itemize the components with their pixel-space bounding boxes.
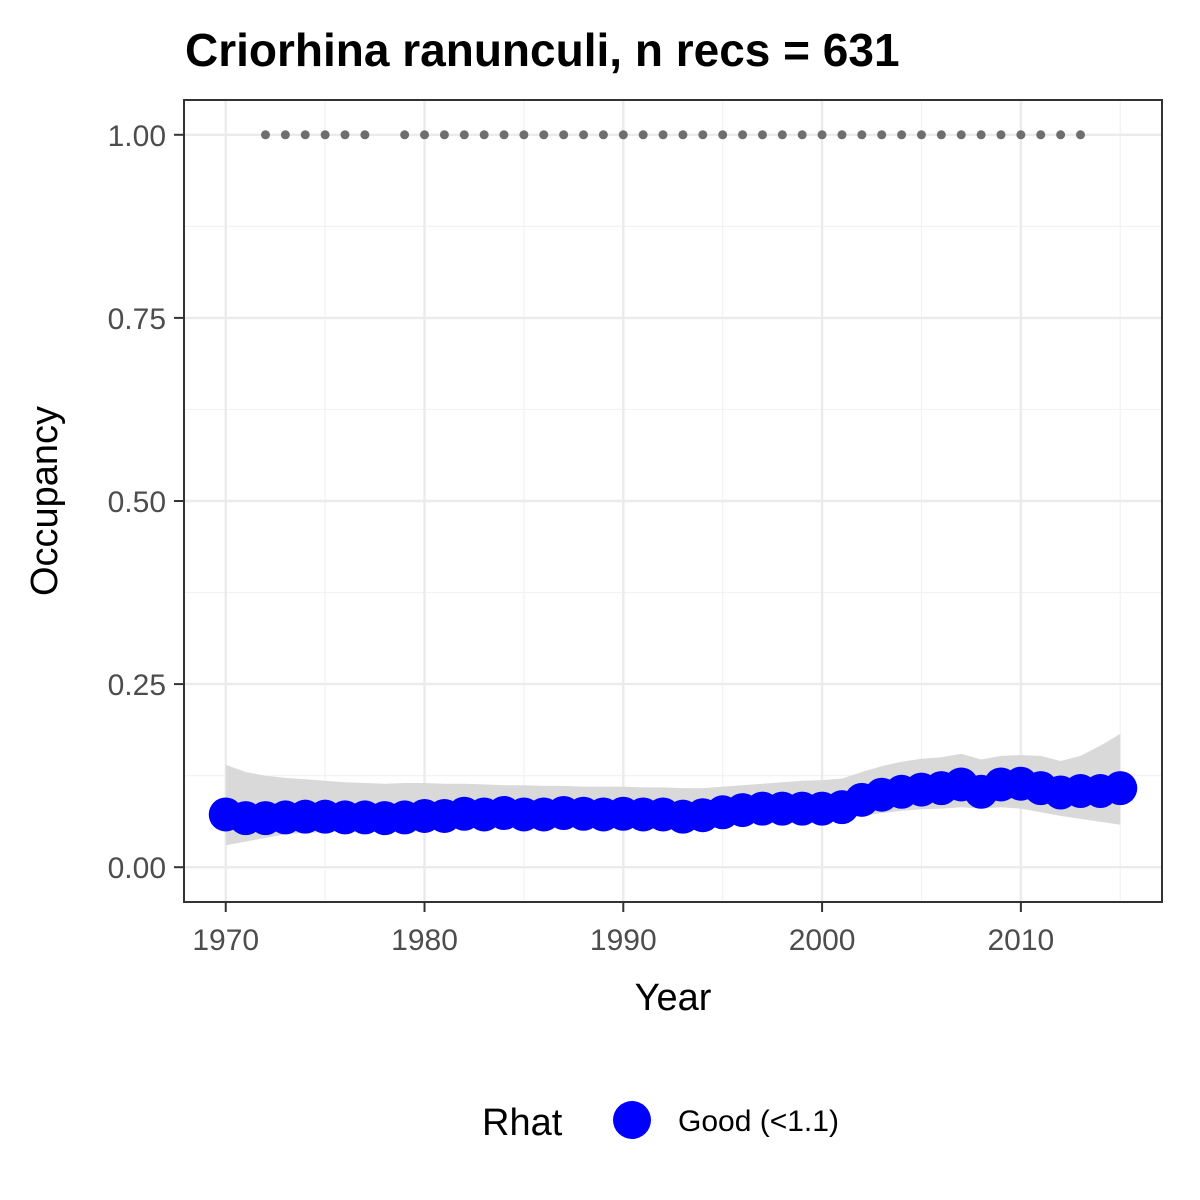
y-axis: 0.00 0.25 0.50 0.75 1.00	[108, 120, 184, 885]
record-point	[300, 130, 310, 140]
y-tick-label: 0.75	[108, 303, 166, 336]
record-point	[360, 130, 370, 140]
x-axis-title: Year	[635, 977, 712, 1019]
record-point	[598, 130, 608, 140]
record-point	[698, 130, 708, 140]
y-tick-label: 0.50	[108, 486, 166, 519]
record-point	[936, 130, 946, 140]
legend-title: Rhat	[482, 1102, 563, 1144]
record-point	[420, 130, 430, 140]
record-point	[916, 130, 926, 140]
y-tick-label: 1.00	[108, 120, 166, 153]
x-axis: 1970 1980 1990 2000 2010	[192, 902, 1054, 957]
record-point	[1076, 130, 1085, 140]
y-tick-label: 0.00	[108, 852, 166, 885]
x-tick-label: 1970	[192, 924, 259, 957]
chart-title: Criorhina ranunculi, n recs = 631	[185, 24, 900, 76]
record-point	[718, 130, 728, 140]
record-point	[976, 130, 986, 140]
record-point	[1016, 130, 1026, 140]
record-point	[817, 130, 827, 140]
record-point	[439, 130, 449, 140]
y-axis-title: Occupancy	[24, 406, 66, 596]
y-tick-label: 0.25	[108, 669, 166, 702]
record-point	[261, 130, 270, 140]
record-point	[857, 130, 867, 140]
record-point	[996, 130, 1006, 140]
record-point	[479, 130, 489, 140]
record-point	[757, 130, 767, 140]
record-point	[280, 130, 290, 140]
record-point	[897, 130, 907, 140]
record-point	[956, 130, 966, 140]
record-point	[797, 130, 807, 140]
x-tick-label: 1980	[391, 924, 458, 957]
record-point	[519, 130, 529, 140]
record-point	[340, 130, 350, 140]
legend-label-good: Good (<1.1)	[678, 1105, 839, 1138]
record-point	[638, 130, 648, 140]
record-point	[618, 130, 628, 140]
record-point	[1036, 130, 1046, 140]
record-point	[320, 130, 330, 140]
record-point	[579, 130, 589, 140]
record-point	[559, 130, 569, 140]
record-points	[261, 130, 1085, 140]
record-point	[1056, 130, 1066, 140]
record-point	[777, 130, 787, 140]
x-tick-label: 1990	[590, 924, 657, 957]
x-tick-label: 2000	[789, 924, 856, 957]
record-point	[877, 130, 887, 140]
occupancy-point	[1103, 771, 1138, 806]
record-point	[658, 130, 668, 140]
record-point	[459, 130, 469, 140]
x-tick-label: 2010	[987, 924, 1054, 957]
record-point	[539, 130, 549, 140]
record-point	[837, 130, 847, 140]
record-point	[738, 130, 748, 140]
record-point	[499, 130, 509, 140]
record-point	[400, 130, 410, 140]
legend: Rhat Good (<1.1)	[482, 1101, 839, 1144]
legend-key-good	[613, 1101, 651, 1139]
occupancy-series	[208, 766, 1138, 836]
record-point	[678, 130, 688, 140]
